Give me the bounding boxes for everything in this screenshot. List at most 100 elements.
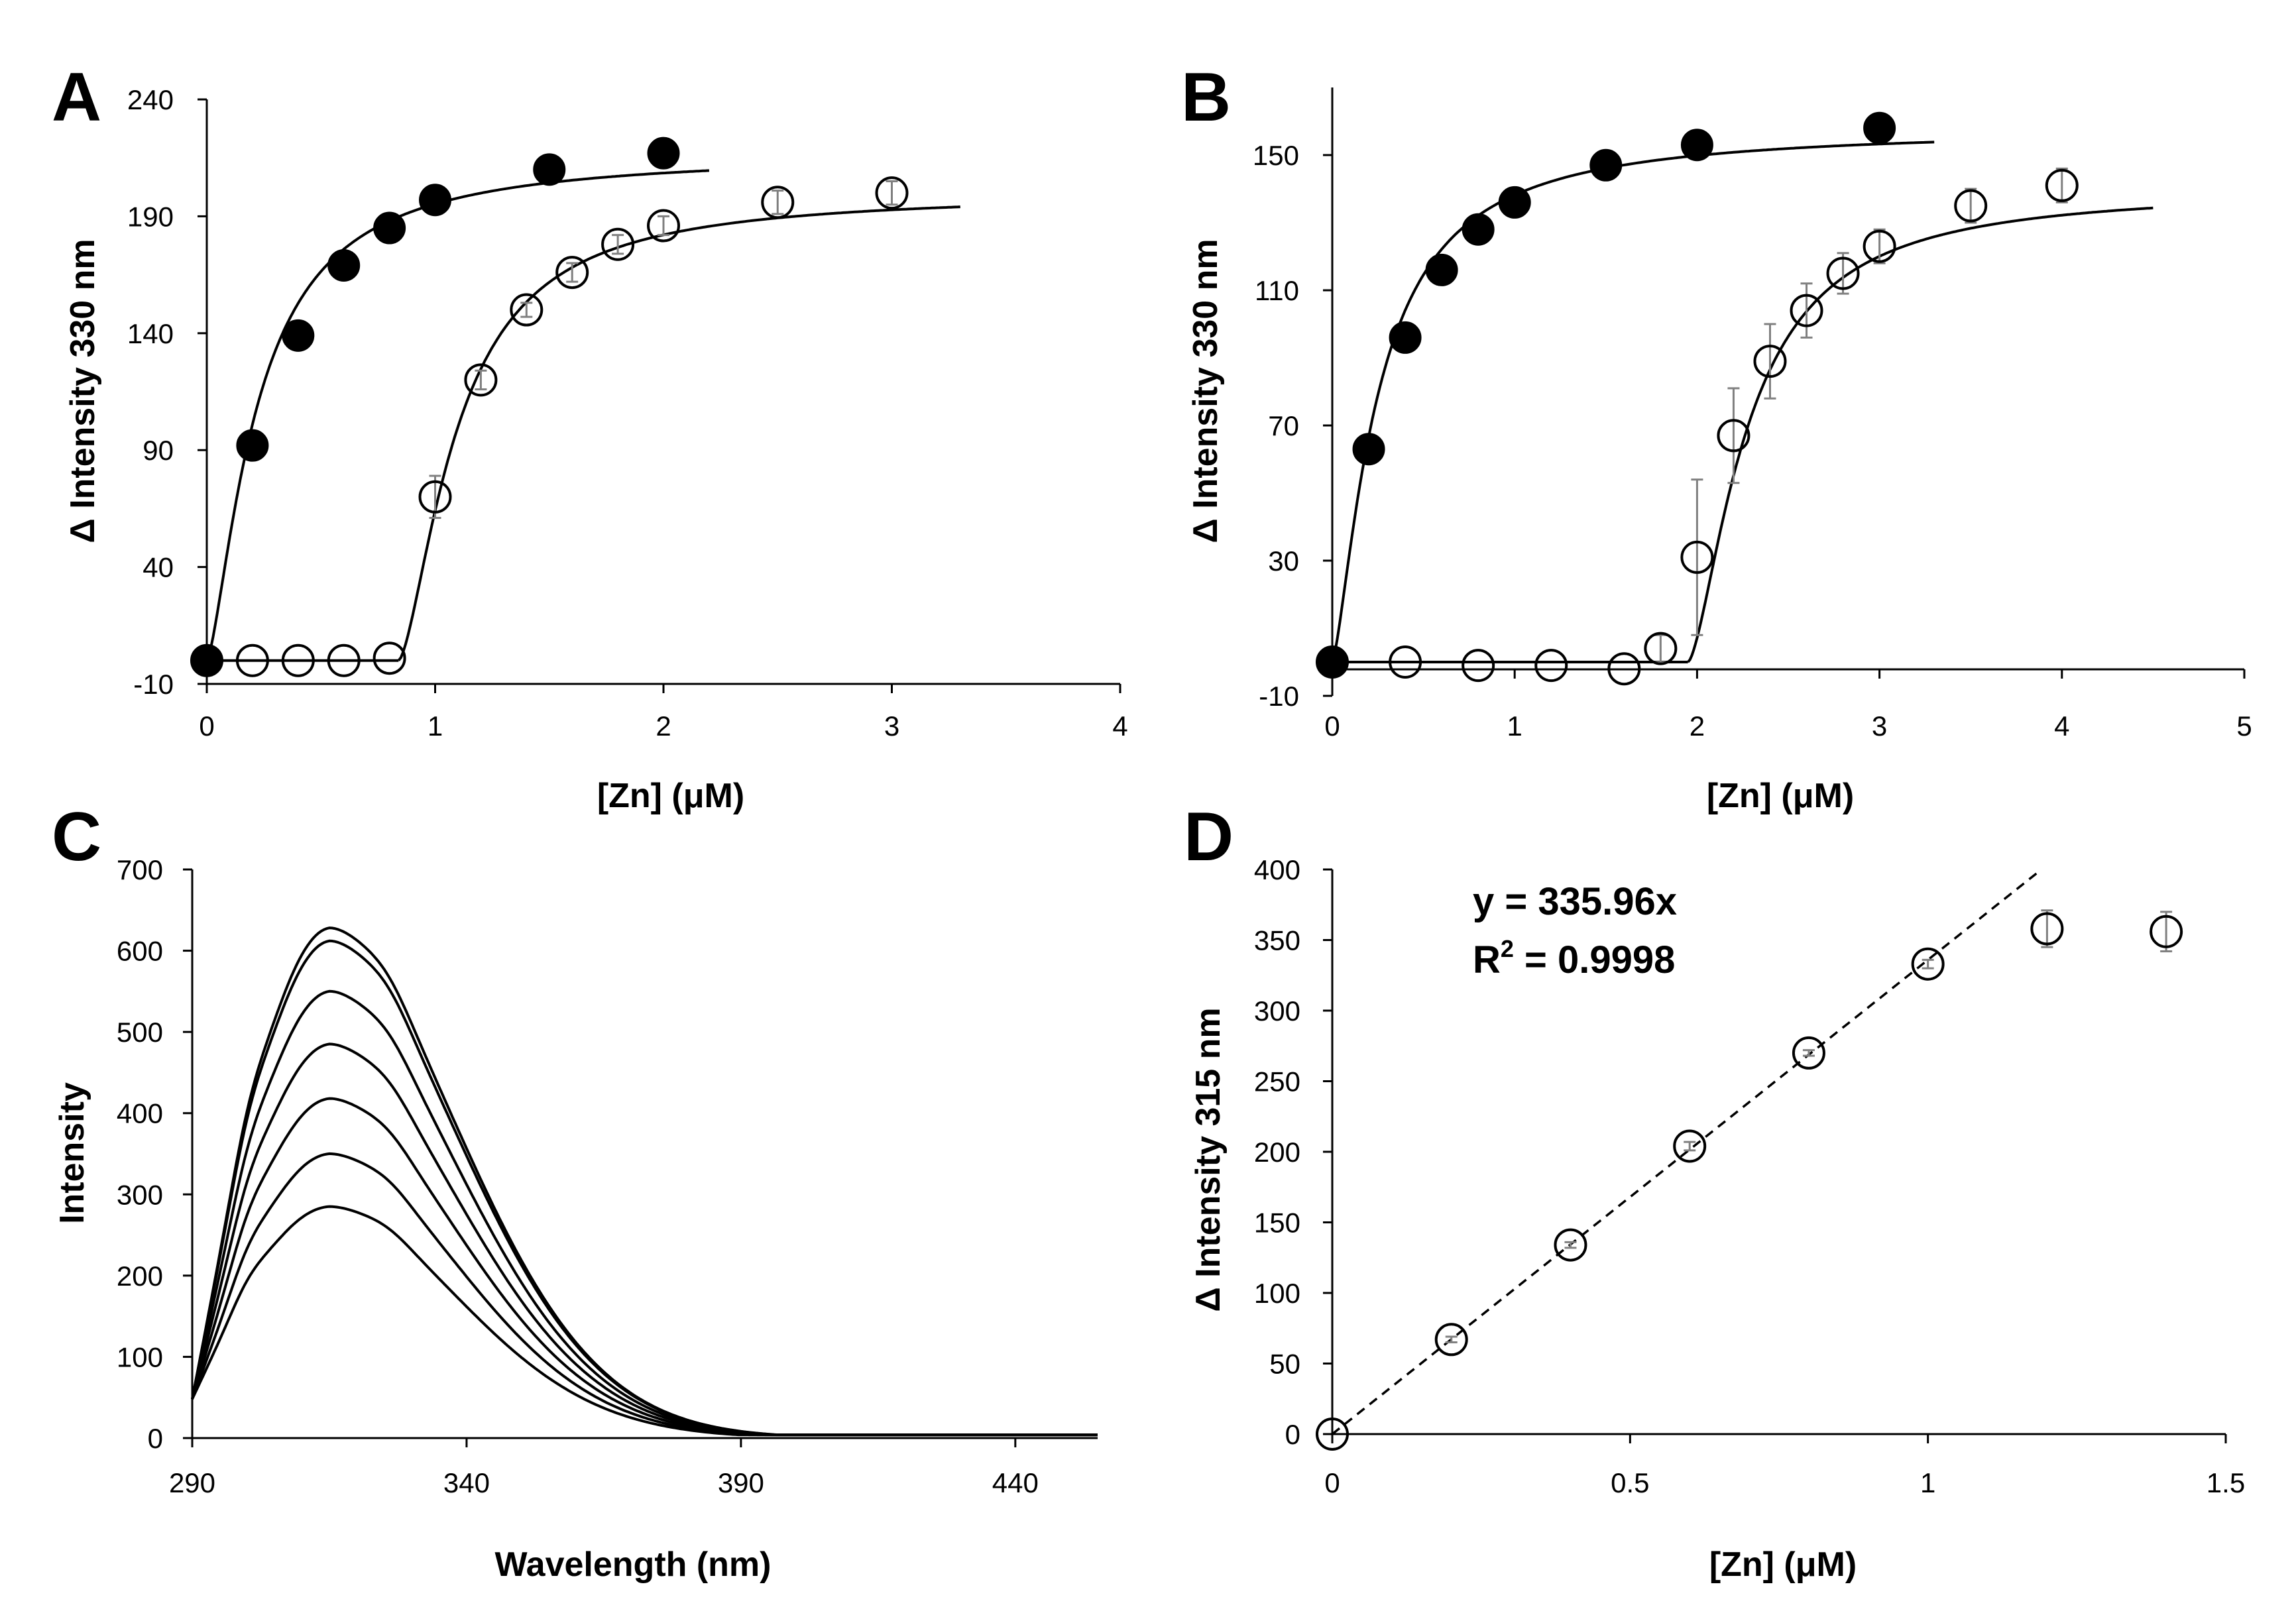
open-data-point (1434, 1323, 1468, 1357)
y-tick-label: 150 (1253, 140, 1299, 171)
panel-b-x-axis-label: [Zn] (μM) (1707, 777, 1854, 815)
panel-d-x-axis-label: [Zn] (μM) (1709, 1545, 1857, 1584)
y-tick-label: 200 (117, 1260, 163, 1292)
open-data-point (1607, 652, 1641, 686)
open-data-point (1790, 294, 1823, 327)
panel-a-y-axis-label: Δ Intensity 330 nm (64, 239, 102, 543)
x-tick-label: 2 (656, 710, 671, 742)
open-data-point (2150, 915, 2183, 948)
filled-data-point (373, 211, 406, 245)
panel-b-label: B (1181, 59, 1231, 136)
y-tick-label: 110 (1255, 275, 1299, 306)
r-squared-superscript: 2 (1501, 935, 1514, 962)
open-data-point (647, 209, 680, 243)
y-tick-label: 30 (1268, 545, 1299, 577)
y-tick-label: 50 (1269, 1349, 1300, 1380)
open-data-point (1792, 1036, 1825, 1070)
open-data-point (373, 641, 406, 675)
filled-data-point (1589, 148, 1623, 182)
y-tick-label: 500 (117, 1017, 163, 1048)
y-tick-label: 0 (148, 1423, 163, 1454)
y-tick-label: 190 (127, 201, 174, 232)
panel-d-y-axis-label: Δ Intensity 315 nm (1189, 1007, 1228, 1311)
open-data-point (1316, 1418, 1349, 1451)
panel-c: C 0 100 200 300 400 500 600 700 290 340 390 440 Wav… (52, 799, 1098, 1584)
r-squared-prefix: R (1473, 938, 1501, 981)
open-data-point (464, 363, 498, 397)
x-tick-label: 0 (1324, 710, 1340, 742)
x-tick-label: 2 (1690, 710, 1705, 742)
x-tick-label: 4 (1112, 710, 1127, 742)
y-tick-label: -10 (133, 669, 174, 700)
x-tick-label: 4 (2054, 710, 2069, 742)
open-data-point (1954, 189, 1988, 223)
filled-data-point (419, 184, 451, 217)
y-tick-label: 350 (1254, 925, 1300, 956)
open-data-point (2045, 168, 2079, 202)
open-data-point (1911, 947, 1945, 981)
panel-c-y-axis-label: Intensity (53, 1082, 91, 1224)
y-tick-label: 400 (117, 1098, 163, 1129)
panel-c-label: C (52, 799, 101, 875)
x-tick-label: 1 (1507, 710, 1522, 742)
open-data-point (1389, 645, 1422, 679)
y-tick-label: 300 (1254, 995, 1300, 1027)
panel-d-plot: 0 50 100 150 200 250 300 350 400 0 0.5 1 1.5 (1254, 854, 2245, 1498)
filled-data-point (327, 249, 361, 282)
panel-a-plot: -10 40 90 140 190 240 0 1 2 3 4 (127, 84, 1128, 742)
panel-a: A -10 40 90 140 190 240 0 1 2 3 4 [Zn] (μM) Δ Inte… (52, 59, 1128, 815)
y-tick-label: 240 (127, 84, 174, 115)
panel-b: B -10 30 70 110 150 0 1 2 3 4 5 [Zn] (μM) Δ Intens… (1181, 59, 2252, 815)
y-tick-label: 150 (1254, 1207, 1300, 1239)
open-data-point (1863, 229, 1896, 263)
y-tick-label: 300 (117, 1179, 163, 1210)
x-tick-label: 0 (199, 710, 214, 742)
x-tick-label: 440 (992, 1467, 1039, 1498)
filled-data-point (1680, 129, 1713, 162)
panel-a-label: A (52, 59, 101, 136)
filled-data-point (1462, 213, 1495, 246)
open-data-point (555, 256, 589, 290)
y-tick-label: 400 (1254, 854, 1300, 885)
panel-c-plot: 0 100 200 300 400 500 600 700 290 340 390 440 (117, 854, 1098, 1498)
open-data-point (190, 643, 223, 677)
spectrum-line (191, 926, 1098, 1437)
y-tick-label: 140 (127, 318, 174, 349)
panel-b-plot: -10 30 70 110 150 0 1 2 3 4 5 (1253, 87, 2252, 742)
open-data-point (1462, 649, 1495, 683)
open-data-point (1680, 540, 1714, 574)
x-tick-label: 390 (718, 1467, 764, 1498)
fit-curve (205, 169, 709, 661)
open-data-point (235, 643, 269, 677)
filled-data-point (282, 319, 315, 352)
y-tick-label: 40 (143, 552, 174, 583)
y-tick-label: 200 (1254, 1137, 1300, 1168)
open-data-point (327, 643, 361, 677)
open-data-point (281, 643, 315, 677)
y-tick-label: 250 (1254, 1066, 1300, 1097)
filled-data-point (1425, 253, 1458, 286)
open-data-point (418, 480, 452, 514)
panel-c-x-axis-label: Wavelength (nm) (495, 1545, 772, 1584)
open-data-point (1644, 632, 1678, 665)
x-tick-label: 290 (169, 1467, 215, 1498)
trendline-equation: y = 335.96x (1473, 880, 1677, 923)
filled-data-point (1389, 321, 1422, 354)
filled-data-point (1352, 433, 1385, 466)
y-tick-label: -10 (1259, 681, 1299, 712)
filled-data-point (236, 429, 269, 462)
x-tick-label: 1.5 (2207, 1467, 2245, 1498)
x-tick-label: 0.5 (1611, 1467, 1649, 1498)
x-tick-label: 0 (1324, 1467, 1340, 1498)
fit-curve (1687, 206, 2153, 663)
open-data-point (1826, 256, 1860, 290)
open-data-point (1316, 645, 1349, 679)
r-squared-value: = 0.9998 (1514, 938, 1676, 981)
panel-d-label: D (1184, 799, 1234, 875)
panel-d: D 0 50 100 150 200 250 300 350 400 0 0.5 1 1.5 y = 3… (1184, 799, 2245, 1584)
open-data-point (510, 293, 544, 327)
fit-curve (397, 205, 960, 661)
panel-b-y-axis-label: Δ Intensity 330 nm (1186, 239, 1225, 543)
y-tick-label: 90 (143, 435, 174, 466)
